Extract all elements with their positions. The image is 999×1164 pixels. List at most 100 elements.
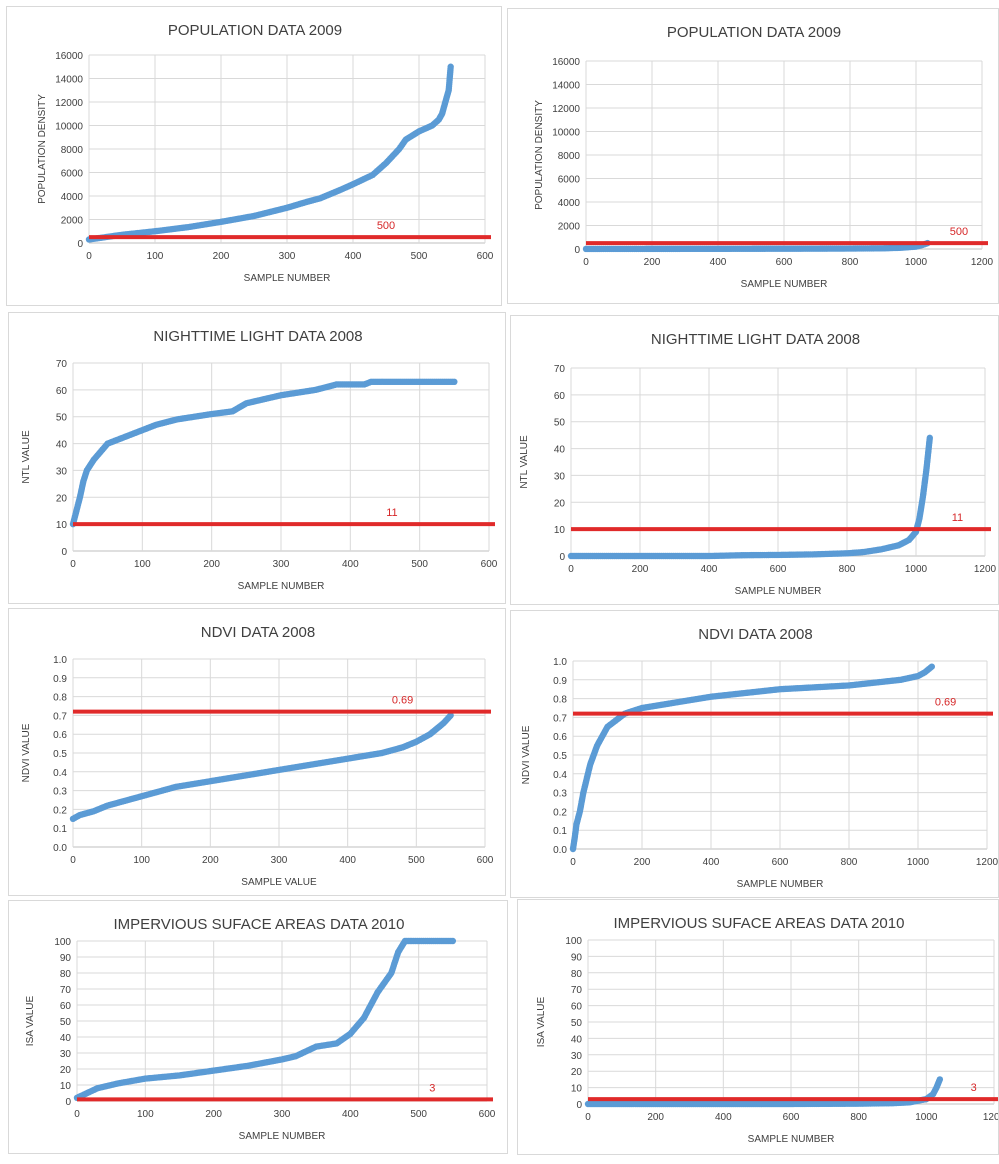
chart-svg: IMPERVIOUS SUFACE AREAS DATA 20100102030… [536, 915, 999, 1145]
y-tick-label: 10000 [55, 122, 83, 133]
y-tick-label: 0 [559, 552, 565, 563]
y-tick-label: 60 [60, 1001, 72, 1012]
chart-panel-ndvi-left: NDVI DATA 2008 0.0 0.1 0.2 0.3 0.4 0.5 0.6 0.7 0.… [8, 608, 506, 896]
chart-svg: POPULATION DATA 200902000400060008000100… [37, 22, 494, 284]
y-tick-label: 0.1 [53, 824, 67, 835]
data-point [447, 63, 454, 70]
y-tick-label: 8000 [558, 151, 581, 162]
y-tick-label: 6000 [61, 169, 84, 180]
y-tick-label: 0.7 [53, 711, 67, 722]
y-axis-label: NDVI VALUE [21, 723, 32, 782]
chart-panel-population-right: POPULATION DATA 2009 0 2000 4000 6000 8000 100… [507, 8, 999, 304]
y-tick-label: 40 [554, 445, 566, 456]
y-tick-label: 100 [565, 936, 582, 947]
y-tick-label: 2000 [61, 216, 84, 227]
chart-svg: IMPERVIOUS SUFACE AREAS DATA 20100102030… [25, 916, 496, 1142]
x-tick-label: 1200 [976, 857, 999, 868]
y-tick-label: 14000 [552, 81, 580, 92]
data-point [928, 663, 935, 670]
x-axis-label: SAMPLE VALUE [241, 877, 317, 888]
threshold-label: 11 [386, 507, 397, 519]
y-tick-label: 20 [571, 1067, 583, 1078]
y-tick-label: 0 [576, 1100, 582, 1111]
chart-title: NIGHTTIME LIGHT DATA 2008 [651, 331, 860, 348]
x-tick-label: 200 [202, 855, 219, 866]
x-tick-label: 0 [568, 564, 574, 575]
chart-svg: NIGHTTIME LIGHT DATA 2008 0 10 20 30 40 50 60 70… [519, 331, 997, 597]
x-tick-label: 100 [133, 855, 150, 866]
y-tick-label: 14000 [55, 75, 83, 86]
y-tick-label: 0 [65, 1097, 71, 1108]
y-tick-label: 12000 [552, 104, 580, 115]
y-tick-label: 90 [60, 953, 72, 964]
x-tick-label: 1200 [983, 1112, 999, 1123]
y-tick-label: 1.0 [553, 657, 567, 668]
x-tick-label: 200 [632, 564, 649, 575]
x-tick-label: 400 [715, 1112, 732, 1123]
chart-title: NDVI DATA 2008 [698, 626, 813, 643]
y-tick-label: 4000 [558, 198, 581, 209]
series-points [584, 1076, 944, 1108]
x-tick-label: 1200 [974, 564, 997, 575]
y-tick-label: 0.9 [53, 674, 67, 685]
x-tick-label: 600 [783, 1112, 800, 1123]
x-axis-label: SAMPLE NUMBER [735, 586, 822, 597]
threshold-label: 3 [429, 1082, 435, 1094]
x-tick-label: 200 [644, 257, 661, 268]
y-tick-label: 2000 [558, 222, 581, 233]
y-tick-label: 80 [60, 969, 72, 980]
y-tick-label: 40 [60, 1033, 72, 1044]
y-tick-label: 0.0 [553, 845, 567, 856]
x-tick-label: 500 [410, 1109, 427, 1120]
x-tick-label: 0 [86, 251, 92, 262]
y-tick-label: 1.0 [53, 655, 67, 666]
y-axis-label: NTL VALUE [21, 430, 32, 484]
y-tick-label: 70 [554, 364, 566, 375]
threshold-label: 500 [377, 220, 395, 232]
threshold-label: 0.69 [392, 695, 413, 707]
data-point [447, 712, 454, 719]
x-tick-label: 800 [839, 564, 856, 575]
x-tick-label: 1000 [907, 857, 930, 868]
x-axis-label: SAMPLE NUMBER [741, 279, 828, 290]
y-tick-label: 50 [554, 418, 566, 429]
y-tick-label: 20 [60, 1065, 72, 1076]
x-tick-label: 600 [477, 855, 494, 866]
series-points [569, 663, 935, 853]
y-tick-label: 0.8 [553, 695, 567, 706]
x-tick-label: 1000 [905, 564, 928, 575]
y-tick-label: 70 [60, 985, 72, 996]
y-tick-label: 0.2 [53, 805, 67, 816]
x-tick-label: 200 [213, 251, 230, 262]
x-tick-label: 600 [776, 257, 793, 268]
x-tick-label: 400 [339, 855, 356, 866]
y-tick-label: 50 [60, 1017, 72, 1028]
data-point [451, 378, 458, 385]
x-tick-label: 0 [70, 559, 76, 570]
x-axis-label: SAMPLE NUMBER [239, 1131, 326, 1142]
y-tick-label: 0.9 [553, 676, 567, 687]
x-tick-label: 600 [772, 857, 789, 868]
chart-title: POPULATION DATA 2009 [168, 22, 342, 39]
x-tick-label: 1000 [905, 257, 928, 268]
x-tick-label: 400 [342, 1109, 359, 1120]
x-tick-label: 400 [345, 251, 362, 262]
x-tick-label: 200 [203, 559, 220, 570]
x-tick-label: 600 [479, 1109, 496, 1120]
chart-panel-population-left: POPULATION DATA 2009 0 2000 4000 6000 8000 100… [6, 6, 502, 306]
y-axis-label: ISA VALUE [536, 996, 547, 1047]
y-axis-label: ISA VALUE [25, 995, 36, 1046]
y-tick-label: 20 [56, 493, 68, 504]
y-tick-label: 0 [61, 547, 67, 558]
x-tick-label: 600 [770, 564, 787, 575]
chart-title: NDVI DATA 2008 [201, 624, 316, 641]
data-point [449, 937, 457, 945]
y-tick-label: 0.6 [553, 732, 567, 743]
data-point [926, 434, 933, 442]
y-axis-label: POPULATION DENSITY [534, 100, 545, 210]
y-tick-label: 90 [571, 952, 583, 963]
data-point [936, 1076, 944, 1083]
y-tick-label: 20 [554, 498, 566, 509]
chart-title: NIGHTTIME LIGHT DATA 2008 [153, 328, 362, 345]
series-points [567, 434, 933, 560]
